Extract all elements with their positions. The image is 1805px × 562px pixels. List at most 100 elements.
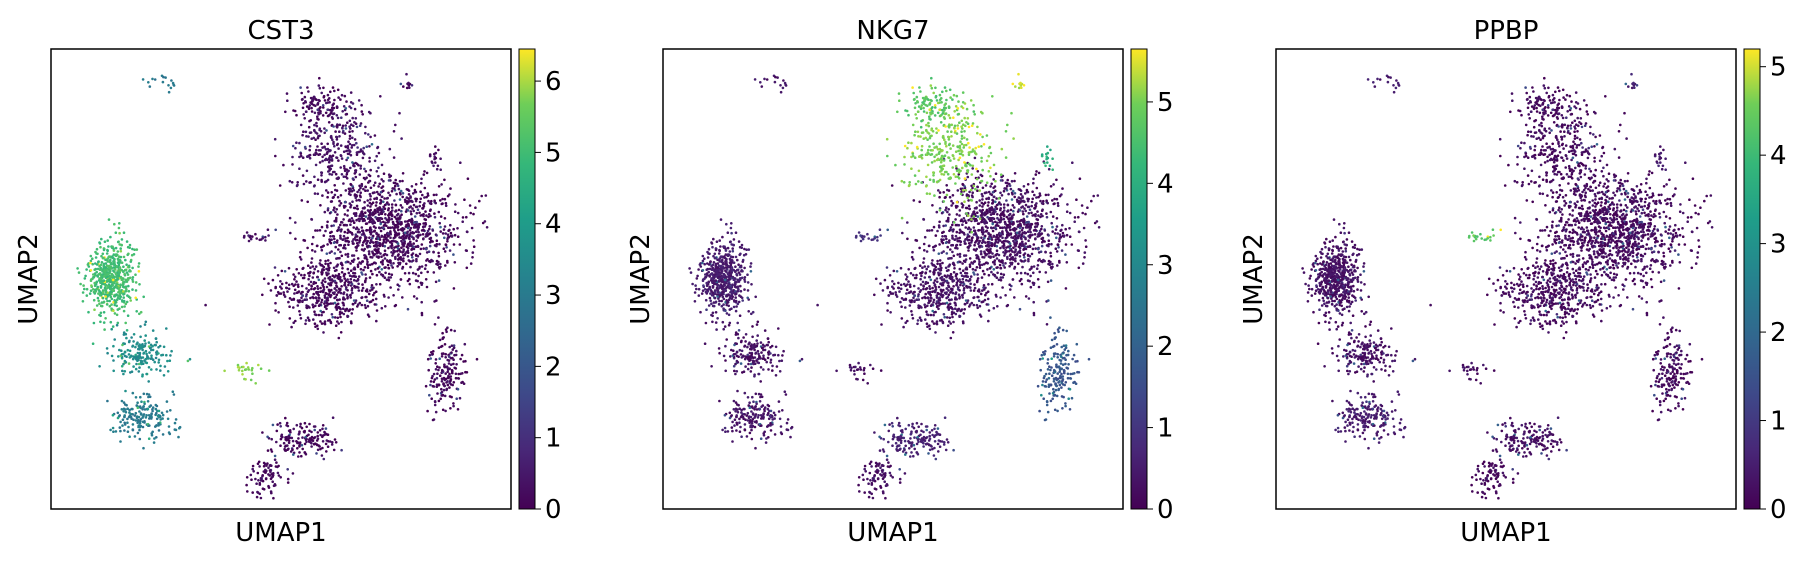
cell-point bbox=[319, 106, 322, 109]
cell-point bbox=[142, 295, 145, 299]
cell-point bbox=[155, 368, 158, 371]
cell-point bbox=[755, 402, 758, 406]
cell-point bbox=[397, 288, 400, 291]
cell-point bbox=[123, 350, 127, 354]
cell-point bbox=[267, 369, 271, 372]
cell-point bbox=[372, 213, 376, 216]
cell-point bbox=[342, 182, 345, 185]
cell-point bbox=[121, 424, 124, 427]
cell-point bbox=[276, 423, 279, 426]
cell-point bbox=[407, 219, 411, 222]
cell-point bbox=[746, 396, 750, 399]
cell-point bbox=[377, 256, 380, 259]
cell-point bbox=[739, 284, 742, 288]
cell-point bbox=[337, 291, 340, 294]
cell-point bbox=[401, 195, 405, 199]
cell-point bbox=[336, 124, 339, 127]
cell-point bbox=[311, 303, 315, 306]
cell-point bbox=[731, 249, 735, 253]
cell-point bbox=[711, 279, 715, 283]
cell-point bbox=[245, 361, 248, 365]
cell-point bbox=[734, 309, 738, 313]
cell-point bbox=[315, 452, 318, 455]
cell-point bbox=[301, 97, 304, 101]
cell-point bbox=[433, 378, 437, 381]
cell-point bbox=[277, 464, 280, 468]
cell-point bbox=[316, 192, 320, 196]
cell-point bbox=[344, 127, 348, 130]
cell-point bbox=[299, 317, 303, 320]
cell-point bbox=[383, 276, 387, 279]
cell-point bbox=[246, 490, 249, 493]
cell-point bbox=[380, 234, 384, 238]
cell-point bbox=[733, 290, 737, 293]
cell-point bbox=[290, 298, 294, 301]
cell-point bbox=[343, 213, 347, 216]
cell-point bbox=[461, 220, 465, 223]
cell-point bbox=[113, 286, 116, 290]
cell-point bbox=[251, 464, 255, 468]
cell-point bbox=[303, 273, 306, 277]
cell-point bbox=[730, 426, 734, 429]
cell-point bbox=[131, 280, 135, 283]
cell-point bbox=[359, 191, 363, 194]
cell-point bbox=[129, 371, 132, 374]
cell-point bbox=[798, 359, 802, 363]
cell-point bbox=[100, 304, 104, 308]
cell-point bbox=[245, 231, 249, 234]
cell-point bbox=[131, 391, 135, 395]
cell-point bbox=[120, 238, 124, 241]
cell-point bbox=[161, 417, 164, 420]
cell-point bbox=[89, 261, 92, 265]
cell-point bbox=[373, 159, 377, 163]
cell-point bbox=[343, 94, 347, 98]
cell-point bbox=[400, 239, 403, 243]
cell-point bbox=[738, 278, 742, 281]
cell-point bbox=[713, 289, 717, 292]
cell-point bbox=[994, 200, 997, 204]
cell-point bbox=[119, 440, 122, 443]
cell-point bbox=[387, 276, 391, 279]
cell-point bbox=[326, 191, 330, 194]
cell-point bbox=[745, 248, 748, 251]
cell-point bbox=[328, 251, 332, 255]
cell-point bbox=[398, 111, 401, 115]
cell-point bbox=[143, 408, 147, 411]
cell-point bbox=[113, 338, 116, 341]
cell-point bbox=[125, 329, 129, 332]
cell-point bbox=[742, 253, 746, 257]
cell-point bbox=[125, 336, 128, 340]
cell-point bbox=[169, 409, 172, 412]
cell-point bbox=[755, 408, 759, 411]
cell-point bbox=[100, 254, 103, 258]
cell-point bbox=[693, 291, 697, 294]
cell-point bbox=[136, 419, 140, 423]
cell-point bbox=[122, 299, 126, 303]
cell-point bbox=[394, 257, 397, 260]
cell-point bbox=[139, 325, 142, 328]
cell-point bbox=[172, 83, 175, 86]
cell-point bbox=[161, 80, 165, 84]
cell-point bbox=[441, 408, 445, 412]
cell-point bbox=[710, 294, 714, 297]
cell-point bbox=[777, 353, 780, 357]
cell-point bbox=[734, 331, 738, 334]
cell-point bbox=[1056, 204, 1060, 207]
cell-point bbox=[711, 286, 715, 289]
cell-point bbox=[314, 296, 318, 299]
cell-point bbox=[732, 353, 736, 356]
cell-point bbox=[259, 367, 263, 371]
cell-point bbox=[452, 358, 455, 362]
cell-point bbox=[440, 352, 444, 356]
cell-point bbox=[361, 283, 364, 286]
cell-point bbox=[697, 294, 701, 297]
cell-point bbox=[341, 263, 344, 267]
cell-point bbox=[138, 428, 141, 432]
cell-point bbox=[335, 257, 338, 260]
cell-point bbox=[324, 262, 327, 266]
cell-point bbox=[381, 242, 385, 245]
cell-point bbox=[406, 226, 410, 230]
cell-point bbox=[786, 418, 790, 421]
cell-point bbox=[118, 266, 122, 269]
cell-point bbox=[353, 237, 356, 241]
